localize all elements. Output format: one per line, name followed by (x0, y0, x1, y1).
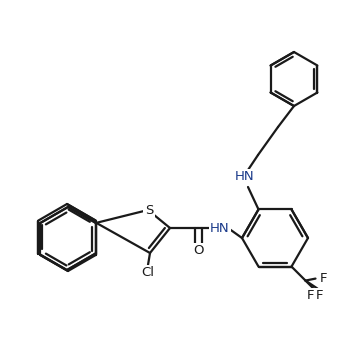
Text: S: S (145, 204, 153, 216)
Text: F: F (320, 272, 327, 285)
Text: F: F (316, 289, 323, 302)
Text: Cl: Cl (141, 266, 155, 280)
Text: F: F (307, 289, 314, 302)
Text: HN: HN (235, 171, 255, 183)
Text: O: O (193, 244, 203, 257)
Text: HN: HN (210, 222, 230, 234)
